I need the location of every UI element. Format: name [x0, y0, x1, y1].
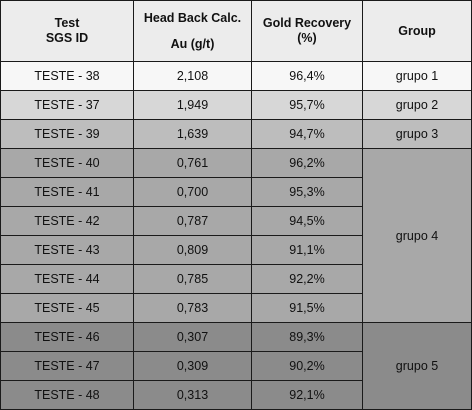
head-back-cell: 0,700	[133, 177, 252, 207]
header-test-sgs-id: Test SGS ID	[0, 0, 134, 62]
head-back-cell: 0,309	[133, 351, 252, 381]
recovery-cell: 94,5%	[251, 206, 363, 236]
head-back-cell: 0,809	[133, 235, 252, 265]
test-id-cell: TESTE - 48	[0, 380, 134, 410]
header-gold-recovery: Gold Recovery (%)	[251, 0, 363, 62]
test-id-cell: TESTE - 40	[0, 148, 134, 178]
head-back-cell: 0,783	[133, 293, 252, 323]
header-recovery-line2: (%)	[297, 31, 317, 45]
head-back-cell: 1,949	[133, 90, 252, 120]
head-back-cell: 0,785	[133, 264, 252, 294]
recovery-cell: 95,3%	[251, 177, 363, 207]
test-id-cell: TESTE - 42	[0, 206, 134, 236]
recovery-cell: 92,1%	[251, 380, 363, 410]
table-row: TESTE - 38 2,108 96,4% grupo 1	[0, 61, 472, 91]
head-back-cell: 0,307	[133, 322, 252, 352]
head-back-cell: 0,313	[133, 380, 252, 410]
header-recovery-line1: Gold Recovery	[262, 16, 352, 30]
recovery-cell: 94,7%	[251, 119, 363, 149]
recovery-cell: 92,2%	[251, 264, 363, 294]
group-cell-grupo-3: grupo 3	[362, 119, 472, 149]
test-id-cell: TESTE - 47	[0, 351, 134, 381]
test-id-cell: TESTE - 43	[0, 235, 134, 265]
header-head-back-line1: Head Back Calc.	[143, 10, 242, 25]
header-group: Group	[362, 0, 472, 62]
recovery-cell: 90,2%	[251, 351, 363, 381]
test-id-cell: TESTE - 41	[0, 177, 134, 207]
recovery-cell: 96,4%	[251, 61, 363, 91]
head-back-cell: 2,108	[133, 61, 252, 91]
test-id-cell: TESTE - 45	[0, 293, 134, 323]
header-row: Test SGS ID Head Back Calc. Au (g/t) Gol…	[0, 0, 472, 62]
recovery-cell: 95,7%	[251, 90, 363, 120]
header-head-back-calc: Head Back Calc. Au (g/t)	[133, 0, 252, 62]
head-back-cell: 1,639	[133, 119, 252, 149]
test-id-cell: TESTE - 44	[0, 264, 134, 294]
test-id-cell: TESTE - 46	[0, 322, 134, 352]
table-row: TESTE - 46 0,307 89,3% grupo 5	[0, 322, 472, 410]
group-cell-grupo-2: grupo 2	[362, 90, 472, 120]
table-row: TESTE - 37 1,949 95,7% grupo 2	[0, 90, 472, 120]
test-id-cell: TESTE - 39	[0, 119, 134, 149]
recovery-cell: 91,5%	[251, 293, 363, 323]
header-test-line1: Test	[54, 16, 80, 30]
recovery-cell: 91,1%	[251, 235, 363, 265]
header-test-line2: SGS ID	[45, 31, 89, 45]
recovery-cell: 89,3%	[251, 322, 363, 352]
table-row: TESTE - 39 1,639 94,7% grupo 3	[0, 119, 472, 149]
table-row: TESTE - 40 0,761 96,2% grupo 4	[0, 148, 472, 323]
header-head-back-line2: Au (g/t)	[170, 36, 215, 51]
group-cell-grupo-5: grupo 5	[362, 322, 472, 410]
group-cell-grupo-1: grupo 1	[362, 61, 472, 91]
group-cell-grupo-4: grupo 4	[362, 148, 472, 323]
test-id-cell: TESTE - 38	[0, 61, 134, 91]
recovery-cell: 96,2%	[251, 148, 363, 178]
table-row: TESTE - 48 0,313 92,1%	[0, 380, 472, 410]
head-back-cell: 0,787	[133, 206, 252, 236]
test-id-cell: TESTE - 37	[0, 90, 134, 120]
head-back-cell: 0,761	[133, 148, 252, 178]
